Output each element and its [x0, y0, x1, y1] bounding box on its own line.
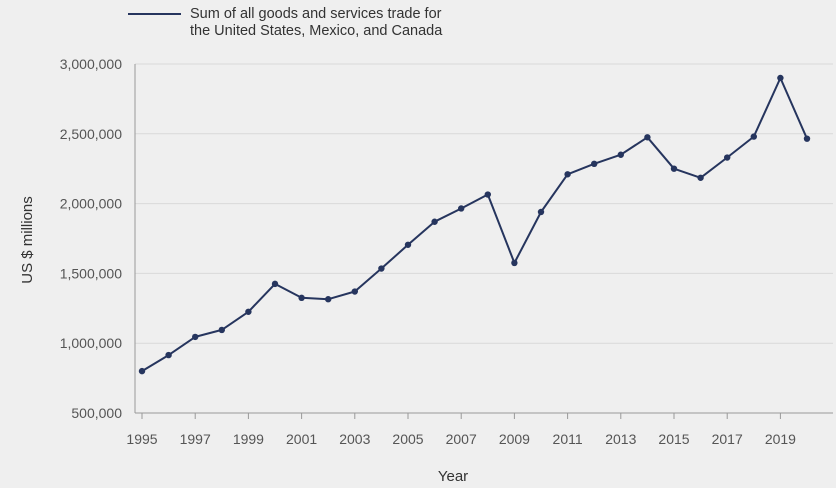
x-tick-label: 1995: [126, 431, 157, 447]
x-tick-label: 2013: [605, 431, 636, 447]
x-tick-label: 2007: [446, 431, 477, 447]
data-point: [431, 218, 438, 225]
data-point: [564, 171, 571, 178]
x-tick-label: 2009: [499, 431, 530, 447]
x-tick-label: 1999: [233, 431, 264, 447]
data-point: [591, 160, 598, 168]
data-point: [458, 205, 465, 212]
gridlines: [135, 63, 833, 344]
data-point: [378, 265, 385, 272]
y-tick-label: 3,000,000: [60, 56, 122, 72]
y-tick-label: 1,500,000: [60, 265, 122, 281]
data-point: [697, 174, 704, 181]
x-tick-label: 2019: [765, 431, 796, 447]
x-tick-label: 2005: [392, 431, 423, 447]
axes: 500,000 1,000,000 1,500,000 2,000,000 2,500,…: [60, 56, 833, 447]
legend-label-line-2: the United States, Mexico, and Canada: [190, 23, 443, 39]
data-point: [271, 280, 279, 288]
data-point: [511, 259, 518, 267]
y-tick-label: 2,000,000: [60, 196, 122, 212]
data-point: [777, 74, 784, 82]
x-tick-label: 2003: [339, 431, 370, 447]
data-point: [803, 135, 811, 142]
data-point: [644, 134, 651, 141]
data-point: [670, 165, 678, 172]
data-point: [724, 154, 731, 161]
y-axis-title: US $ millions: [19, 196, 36, 284]
y-tick-label: 1,000,000: [60, 335, 122, 351]
data-point: [351, 288, 358, 295]
series: [138, 74, 811, 375]
x-tick-label: 2017: [712, 431, 743, 447]
series-line: [141, 77, 808, 372]
data-point: [484, 191, 491, 198]
data-point: [298, 294, 305, 302]
data-point: [138, 367, 146, 375]
data-point: [165, 351, 172, 359]
data-point: [750, 133, 757, 140]
data-point: [537, 208, 545, 216]
x-tick-label: 1997: [180, 431, 211, 447]
data-point: [192, 333, 199, 341]
data-point: [218, 326, 225, 334]
data-point: [404, 241, 412, 248]
x-tick-label: 2011: [553, 431, 583, 447]
x-tick-label: 2015: [658, 431, 689, 447]
y-tick-label: 2,500,000: [60, 126, 122, 142]
legend: Sum of all goods and services trade for …: [128, 6, 443, 39]
data-point: [245, 308, 252, 315]
data-point: [325, 296, 332, 303]
data-point: [617, 151, 624, 158]
legend-label-line-1: Sum of all goods and services trade for: [190, 6, 442, 22]
y-tick-label: 500,000: [71, 405, 122, 421]
x-axis-title: Year: [438, 468, 468, 485]
x-tick-label: 2001: [286, 431, 317, 447]
